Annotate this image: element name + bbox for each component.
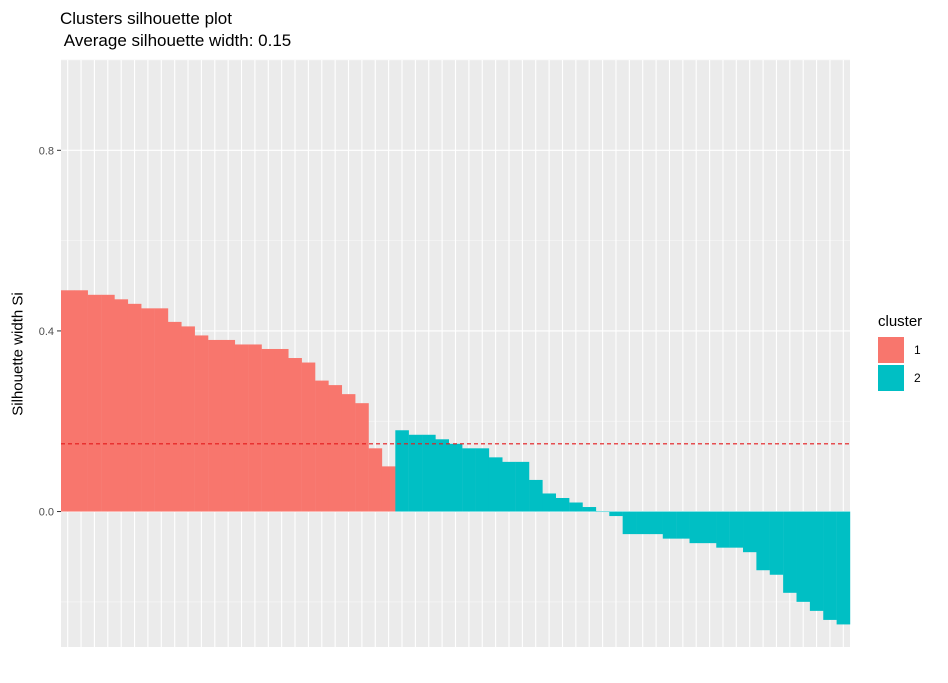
y-tick-label: 0.4	[39, 326, 54, 338]
silhouette-bar-cluster-2	[769, 511, 784, 575]
silhouette-bar-cluster-1	[355, 403, 369, 512]
silhouette-bar-cluster-1	[61, 290, 75, 512]
silhouette-bar-cluster-2	[555, 497, 570, 512]
silhouette-bar-cluster-1	[87, 294, 102, 512]
silhouette-bar-cluster-2	[836, 511, 851, 625]
legend-item-cluster-2: 2	[878, 364, 922, 392]
silhouette-bar-cluster-1	[288, 358, 302, 512]
silhouette-bar-cluster-2	[756, 511, 770, 571]
silhouette-bar-cluster-2	[716, 511, 730, 548]
silhouette-bar-cluster-2	[636, 511, 650, 535]
silhouette-bar-cluster-1	[381, 466, 396, 512]
silhouette-bar-cluster-2	[649, 511, 663, 535]
silhouette-bar-cluster-2	[809, 511, 824, 611]
silhouette-bar-cluster-2	[408, 434, 423, 512]
silhouette-bar-cluster-2	[529, 479, 543, 512]
silhouette-bar-cluster-2	[662, 511, 677, 539]
silhouette-bar-cluster-2	[502, 461, 516, 512]
silhouette-bar-cluster-2	[462, 448, 476, 512]
legend-swatch-cluster-2	[878, 365, 904, 391]
silhouette-bar-cluster-2	[823, 511, 837, 620]
silhouette-bar-cluster-1	[248, 344, 262, 512]
silhouette-bar-cluster-2	[609, 511, 623, 517]
silhouette-bar-cluster-2	[475, 448, 490, 512]
silhouette-bar-cluster-1	[208, 339, 222, 512]
silhouette-bar-cluster-2	[435, 439, 450, 512]
silhouette-bar-cluster-1	[154, 308, 169, 512]
y-tick-label: 0.0	[39, 507, 54, 519]
silhouette-bar-cluster-2	[783, 511, 797, 593]
silhouette-bar-cluster-2	[395, 430, 409, 512]
silhouette-bar-cluster-1	[274, 348, 289, 512]
legend-swatch-cluster-1	[878, 337, 904, 363]
silhouette-bar-cluster-2	[743, 511, 757, 553]
silhouette-bar-cluster-1	[301, 362, 316, 512]
y-tick-label: 0.8	[39, 145, 54, 157]
silhouette-bar-cluster-2	[569, 502, 583, 512]
silhouette-bar-cluster-2	[582, 507, 597, 512]
silhouette-bar-cluster-1	[341, 394, 356, 512]
silhouette-bar-cluster-1	[261, 348, 276, 512]
silhouette-bar-cluster-2	[702, 511, 717, 544]
silhouette-bar-cluster-1	[221, 339, 236, 512]
silhouette-bar-cluster-2	[542, 493, 556, 512]
silhouette-bar-cluster-2	[515, 461, 530, 512]
silhouette-bar-cluster-1	[127, 303, 142, 512]
silhouette-bar-cluster-1	[114, 299, 129, 512]
silhouette-bar-cluster-2	[422, 434, 436, 512]
silhouette-bar-cluster-1	[167, 321, 182, 512]
silhouette-bar-cluster-1	[234, 344, 249, 512]
silhouette-bar-cluster-1	[328, 385, 343, 512]
chart-title: Clusters silhouette plot	[60, 9, 232, 28]
silhouette-bar-cluster-2	[689, 511, 704, 544]
silhouette-bar-cluster-1	[74, 290, 88, 512]
silhouette-bar-cluster-1	[315, 380, 329, 512]
silhouette-bar-cluster-2	[448, 443, 463, 512]
silhouette-bar-cluster-1	[141, 308, 155, 512]
silhouette-bar-cluster-1	[368, 448, 383, 512]
silhouette-bar-cluster-2	[676, 511, 690, 539]
chart-subtitle: Average silhouette width: 0.15	[60, 31, 292, 50]
silhouette-bar-cluster-2	[796, 511, 811, 602]
silhouette-bar-cluster-2	[488, 457, 503, 512]
silhouette-bar-cluster-2	[729, 511, 744, 548]
legend-label-cluster-1: 1	[914, 343, 921, 357]
silhouette-bar-cluster-2	[595, 511, 610, 513]
silhouette-bar-cluster-2	[622, 511, 637, 535]
silhouette-bar-cluster-1	[181, 326, 195, 512]
legend-item-cluster-1: 1	[878, 336, 922, 364]
legend: cluster 1 2	[878, 313, 922, 392]
legend-title: cluster	[878, 313, 923, 330]
silhouette-bar-cluster-1	[101, 294, 115, 512]
legend-label-cluster-2: 2	[914, 371, 921, 385]
silhouette-bar-cluster-1	[194, 335, 209, 512]
